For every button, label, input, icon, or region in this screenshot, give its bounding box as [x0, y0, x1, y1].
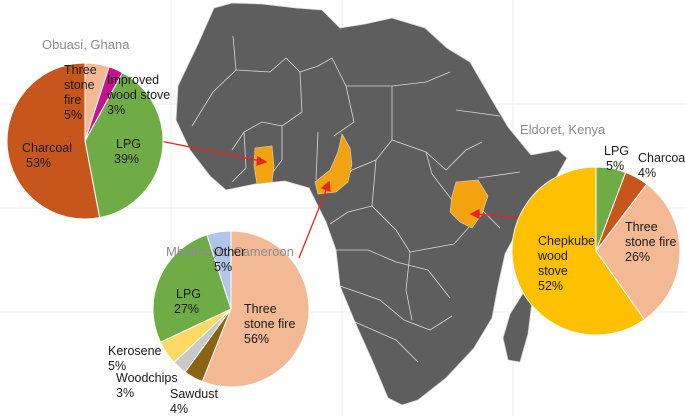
pie-slice-obuasi-ghana-charcoal [6, 62, 101, 220]
pie-slice-mbalmayo-cameroon-other [206, 230, 232, 310]
data-label-cameroon-other: Other 5% [214, 245, 249, 274]
chart-title-cameroon: Mbalmayo, Cameroon [166, 244, 294, 259]
data-label-cameroon-kerosene: Kerosene 5% [108, 344, 165, 373]
ghana-arrow [159, 140, 262, 162]
data-label-kenya-chepkube-wood-stove: Chepkube wood stove 52% [537, 234, 598, 293]
pie-slice-eldoret-kenya-three-stone-fire [595, 183, 681, 321]
data-label-cameroon-sawdust: Sawdust 4% [170, 387, 221, 416]
data-label-cameroon-woodchips: Woodchips 3% [116, 371, 181, 400]
data-label-kenya-lpg: LPG 5% [604, 144, 633, 173]
pie-obuasi-ghana [6, 62, 164, 220]
pie-eldoret-kenya [511, 166, 681, 336]
data-label-ghana-lpg: LPG 39% [114, 137, 145, 166]
cameroon-arrowhead [320, 180, 331, 192]
ghana-highlight [253, 145, 275, 185]
africa-continent [175, 2, 568, 406]
africa-map [175, 2, 568, 406]
kenya-arrow [475, 213, 523, 219]
country-borders [191, 35, 521, 363]
pie-slice-eldoret-kenya-chepkube-wood-stove [511, 166, 646, 336]
pie-mbalmayo-cameroon [152, 230, 310, 388]
data-label-ghana-improved-wood-stove: Improved wood stove 3% [106, 73, 174, 117]
cameroon-arrow [298, 187, 328, 259]
pie-slice-mbalmayo-cameroon-three-stone-fire [201, 230, 310, 388]
data-label-ghana-three-stone-fire: Three stone fire 5% [64, 63, 100, 122]
chart-title-kenya: Eldoret, Kenya [520, 122, 606, 137]
chart-title-ghana: Obuasi, Ghana [42, 37, 130, 52]
data-label-ghana-charcoal: Charcoal 53% [22, 141, 76, 170]
kenya-arrowhead [469, 208, 480, 220]
data-label-cameroon-lpg: LPG 27% [174, 287, 205, 316]
data-label-kenya-three-stone-fire: Three stone fire 26% [625, 220, 680, 264]
pie-slice-mbalmayo-cameroon-lpg [152, 234, 232, 343]
data-label-cameroon-three-stone-fire: Three stone fire 56% [244, 302, 299, 346]
pie-slice-obuasi-ghana-lpg [84, 71, 164, 219]
cameroon-highlight [314, 133, 353, 195]
ghana-arrowhead [256, 155, 268, 166]
arrows [159, 140, 523, 259]
data-label-kenya-charcoal: Charcoal 4% [638, 151, 685, 180]
